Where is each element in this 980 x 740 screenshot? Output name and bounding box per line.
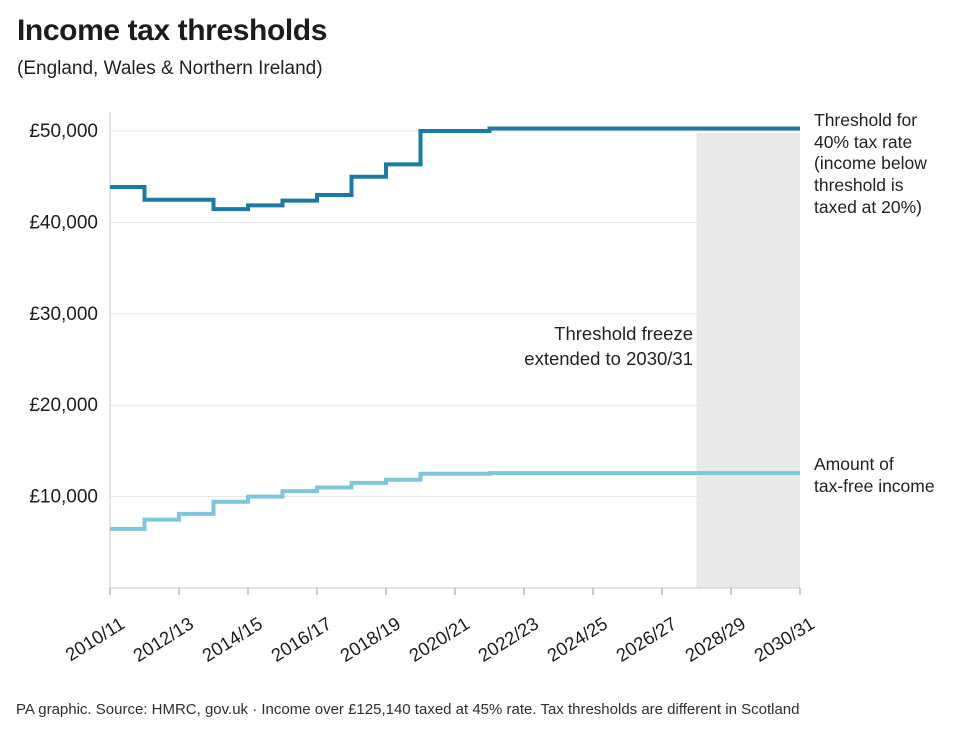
x-axis-tick-label: 2020/21	[405, 613, 473, 666]
series-line-amount-of-tax-free-income	[110, 471, 800, 531]
x-axis-tick-label: 2026/27	[612, 613, 680, 666]
series-label-tax-free-income: Amount of tax-free income	[814, 454, 935, 496]
x-axis-tick-label: 2010/11	[61, 613, 128, 666]
y-axis-tick-label: £30,000	[29, 304, 98, 325]
y-axis-tick-label: £40,000	[29, 212, 98, 233]
x-axis-tick-label: 2018/19	[336, 613, 404, 666]
source-caption: PA graphic. Source: HMRC, gov.uk · Incom…	[16, 701, 800, 718]
freeze-band	[696, 133, 800, 588]
x-axis-tick-label: 2014/15	[198, 613, 266, 666]
series-label-higher-rate-threshold: Threshold for 40% tax rate (income below…	[814, 110, 927, 217]
x-axis-tick-label: 2028/29	[681, 613, 749, 666]
y-axis-tick-label: £10,000	[29, 487, 98, 508]
freeze-annotation: Threshold freeze extended to 2030/31	[524, 323, 693, 369]
series-line-threshold-for-40-tax-rate	[110, 126, 800, 212]
y-axis-tick-label: £20,000	[29, 395, 98, 416]
chart-subtitle: (England, Wales & Northern Ireland)	[17, 58, 323, 79]
chart-title: Income tax thresholds	[17, 14, 328, 47]
x-axis-tick-label: 2016/17	[267, 613, 335, 666]
x-axis-tick-label: 2012/13	[129, 613, 197, 666]
x-axis-tick-label: 2030/31	[750, 613, 818, 666]
y-axis-tick-label: £50,000	[29, 121, 98, 142]
x-axis-tick-label: 2024/25	[543, 613, 611, 666]
x-axis-tick-label: 2022/23	[474, 613, 542, 666]
